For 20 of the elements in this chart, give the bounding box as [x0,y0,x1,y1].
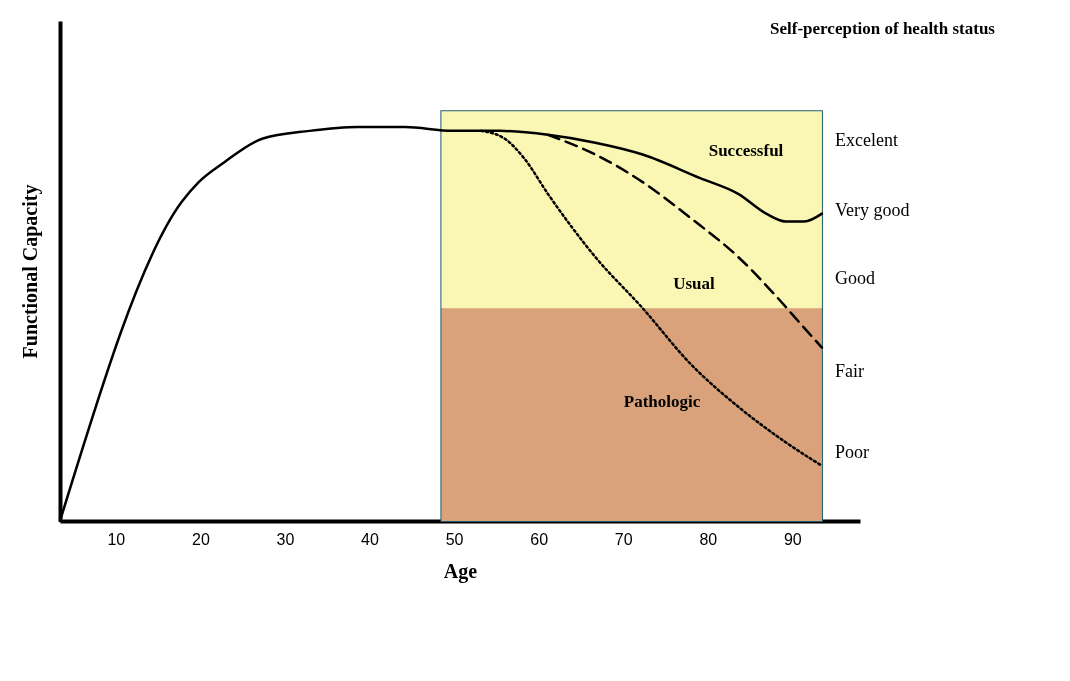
x-tick-label: 10 [107,530,126,548]
x-tick-label: 70 [614,530,633,548]
annotation: Pathologic [623,392,701,411]
x-tick-label: 60 [530,530,549,548]
text: Self-perception of health status [770,19,996,38]
annotation: Good [835,268,875,288]
x-axis-title: Age [443,559,478,583]
annotation: Poor [835,442,870,462]
x-tick-label: 80 [699,530,718,548]
annotation: Usual [673,274,716,293]
x-tick-label: 30 [276,530,295,548]
annotation: Fair [835,361,864,381]
x-tick-label: 20 [191,530,210,548]
x-tick-label: 40 [361,530,380,548]
x-tick-label: 50 [445,530,464,548]
annotation: Successful [708,141,784,160]
annotation: Excelent [835,130,898,150]
x-tick-label: 90 [783,530,802,548]
y-axis-title: Functional Capacity [18,184,42,359]
annotation: Very good [835,200,910,220]
